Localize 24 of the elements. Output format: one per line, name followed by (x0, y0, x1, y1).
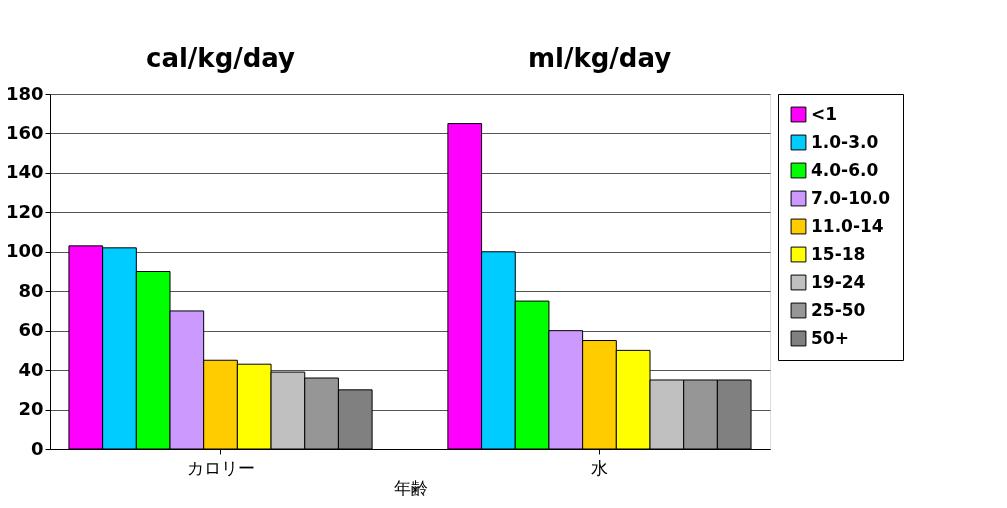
legend-label: 1.0-3.0 (811, 131, 879, 152)
y-tick-label: 40 (18, 358, 44, 380)
x-tick-label: 水 (590, 457, 608, 478)
legend-label: 4.0-6.0 (811, 159, 879, 180)
y-tick-label: 180 (5, 82, 44, 104)
y-tick-label: 140 (5, 161, 44, 183)
x-axis-title: 年齢 (393, 477, 428, 498)
y-tick-label: 20 (18, 398, 44, 420)
legend-label: 11.0-14 (811, 215, 884, 236)
legend-label: 15-18 (811, 243, 866, 264)
y-tick-label: 0 (30, 437, 44, 459)
y-tick-label: 120 (5, 200, 44, 222)
y-tick-label: 60 (18, 319, 44, 341)
legend-label: 19-24 (811, 271, 866, 292)
text: ml/kg/day (527, 43, 672, 73)
legend-label: 50+ (811, 327, 849, 348)
x-tick-label: カロリー (186, 457, 255, 478)
y-tick-label: 80 (18, 279, 44, 301)
text: cal/kg/day (145, 43, 296, 73)
legend-label: 25-50 (811, 299, 866, 320)
y-tick-label: 160 (5, 121, 44, 143)
legend-label: 7.0-10.0 (811, 187, 891, 208)
y-tick-label: 100 (5, 240, 44, 262)
legend-label: <1 (811, 103, 838, 124)
